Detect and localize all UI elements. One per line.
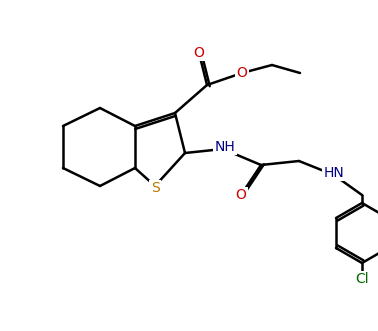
Text: Cl: Cl — [355, 272, 369, 286]
Text: S: S — [150, 181, 160, 195]
Text: O: O — [194, 46, 204, 60]
Text: O: O — [237, 66, 248, 80]
Text: HN: HN — [324, 166, 344, 180]
Text: O: O — [235, 188, 246, 202]
Text: NH: NH — [215, 140, 235, 154]
